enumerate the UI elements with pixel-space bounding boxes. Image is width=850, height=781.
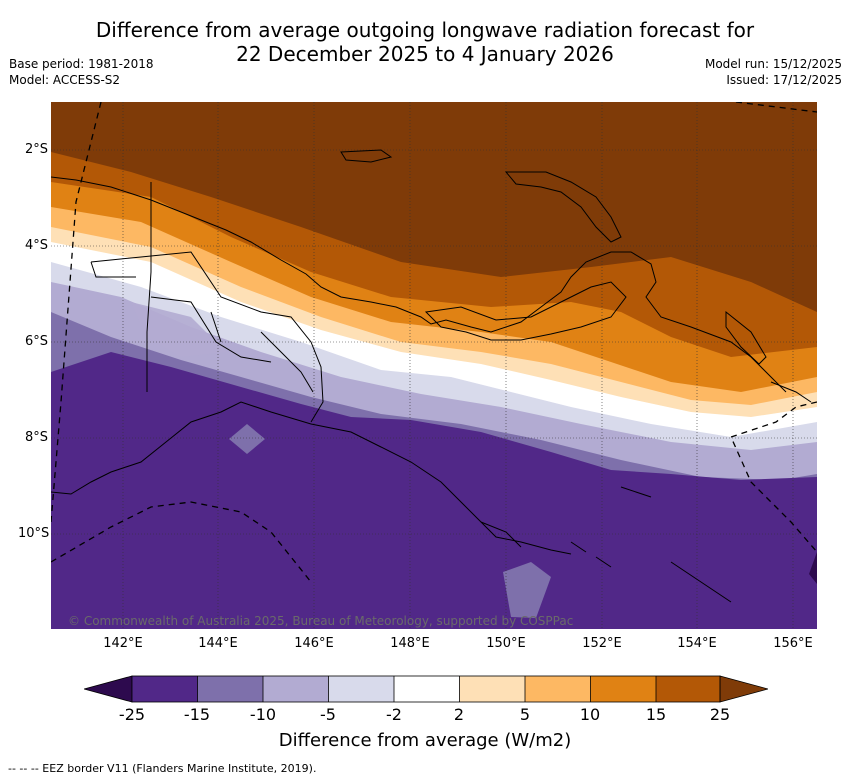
lat-label-2s: 2°S xyxy=(24,142,48,157)
lon-label-152e: 152°E xyxy=(582,636,622,651)
anomaly-patch-a xyxy=(229,424,265,454)
lon-label-142e: 142°E xyxy=(103,636,143,651)
anomaly-patch-d xyxy=(131,302,226,357)
coastlines xyxy=(51,149,812,603)
new-guinea-south-coast xyxy=(51,401,572,555)
band-m25-m15 xyxy=(51,352,817,629)
colorbar-tick-m5: -5 xyxy=(320,705,336,724)
colorbar-title: Difference from average (W/m2) xyxy=(278,730,572,751)
trobriand-d-entrecasteaux xyxy=(480,521,612,568)
lon-label-146e: 146°E xyxy=(294,636,334,651)
new-britain xyxy=(424,281,627,341)
colorbar-bin-15-25 xyxy=(656,676,720,702)
eez-footnote: -- -- -- EEZ border V11 (Flanders Marine… xyxy=(8,762,317,775)
colorbar-bin-m2-2 xyxy=(394,676,460,702)
colorbar-tick-10: 10 xyxy=(579,705,601,724)
copyright-credit: © Commonwealth of Australia 2025, Bureau… xyxy=(68,614,574,628)
map-svg xyxy=(51,102,817,629)
colorbar-tick-15: 15 xyxy=(645,705,667,724)
colorbar-extend-high xyxy=(719,675,768,703)
lat-label-6s: 6°S xyxy=(24,334,48,349)
colorbar-tick-25: 25 xyxy=(709,705,731,724)
colorbar-tick-m15: -15 xyxy=(183,705,211,724)
colorbar-tick-5: 5 xyxy=(519,705,531,724)
colorbar-tick-2: 2 xyxy=(453,705,465,724)
colorbar-bin-m25-m15 xyxy=(132,676,198,702)
colorbar-tick-m2: -2 xyxy=(386,705,402,724)
border-pg-id xyxy=(146,182,152,392)
issued-date: Issued: 17/12/2025 xyxy=(726,73,842,87)
graticule xyxy=(51,102,817,629)
new-ireland xyxy=(504,171,622,243)
title-line-2: 22 December 2025 to 4 January 2026 xyxy=(236,42,614,66)
lon-label-150e: 150°E xyxy=(486,636,526,651)
province-boundaries xyxy=(90,251,324,423)
colorbar-frame xyxy=(131,675,721,703)
lat-label-10s: 10°S xyxy=(18,526,50,541)
colorbar-dividers xyxy=(197,676,657,702)
colorbar-bin-5-10 xyxy=(525,676,591,702)
colorbar-bin-10-15 xyxy=(590,676,656,702)
lon-label-148e: 148°E xyxy=(390,636,430,651)
colorbar xyxy=(84,675,768,703)
anomaly-patch-b xyxy=(503,562,551,618)
meta-left: Base period: 1981-2018 Model: ACCESS-S2 xyxy=(9,56,154,88)
colorbar-bin-2-5 xyxy=(459,676,525,702)
eez-borders xyxy=(51,102,817,583)
lat-label-4s: 4°S xyxy=(24,238,48,253)
lat-label-8s: 8°S xyxy=(24,430,48,445)
anomaly-patch-c xyxy=(809,552,817,584)
colorbar-tick-m25: -25 xyxy=(118,705,146,724)
manus-island xyxy=(340,149,393,163)
colorbar-extend-low xyxy=(84,675,133,703)
eez-border-south xyxy=(51,501,312,583)
map-panel xyxy=(51,102,817,629)
model-name: Model: ACCESS-S2 xyxy=(9,73,121,87)
colorbar-bin-m15-m10 xyxy=(197,676,263,702)
eez-border-east xyxy=(730,102,817,553)
model-run: Model run: 15/12/2025 xyxy=(704,57,842,71)
title-line-1: Difference from average outgoing longwav… xyxy=(95,18,755,42)
colorbar-tick-m10: -10 xyxy=(249,705,277,724)
eez-border-west xyxy=(51,102,102,523)
colorbar-bin-m5-m2 xyxy=(328,676,394,702)
new-guinea-north-coast xyxy=(51,176,787,393)
solomon-islands xyxy=(620,381,812,603)
colorbar-bin-m10-m5 xyxy=(263,676,329,702)
base-period: Base period: 1981-2018 xyxy=(9,57,154,71)
lon-label-144e: 144°E xyxy=(198,636,238,651)
bougainville xyxy=(725,310,767,365)
lon-label-154e: 154°E xyxy=(677,636,717,651)
meta-right: Model run: 15/12/2025 Issued: 17/12/2025 xyxy=(705,56,842,88)
lon-label-156e: 156°E xyxy=(773,636,813,651)
chart-title: Difference from average outgoing longwav… xyxy=(0,18,850,66)
